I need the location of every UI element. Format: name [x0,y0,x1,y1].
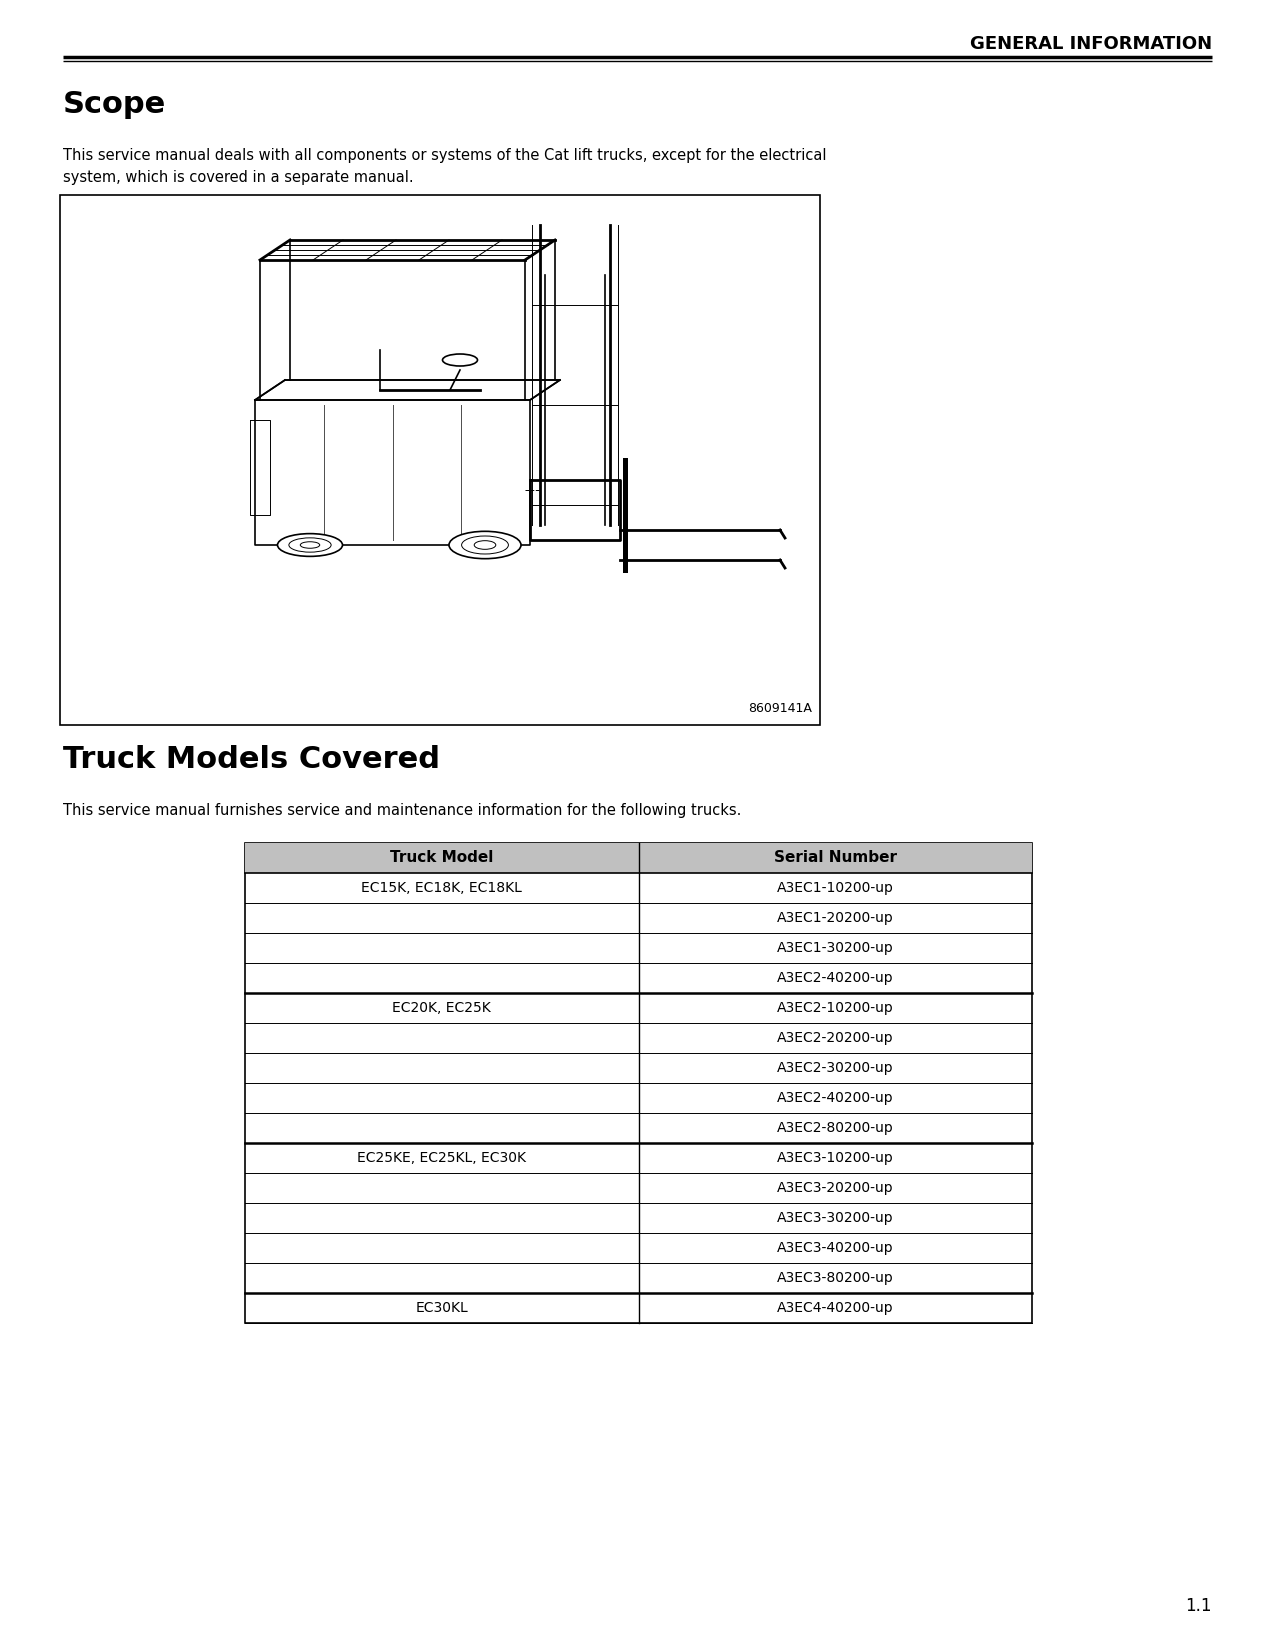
Bar [245,843,1031,1323]
Text: A3EC3-40200-up: A3EC3-40200-up [776,1241,894,1256]
Text: Scope: Scope [62,91,166,119]
Text: A3EC2-20200-up: A3EC2-20200-up [776,1031,894,1044]
Ellipse shape [462,536,509,554]
Text: A3EC3-20200-up: A3EC3-20200-up [776,1181,894,1195]
Text: A3EC2-10200-up: A3EC2-10200-up [776,1002,894,1015]
Ellipse shape [278,533,343,556]
Ellipse shape [289,538,332,553]
Text: A3EC3-80200-up: A3EC3-80200-up [776,1270,894,1285]
Text: EC20K, EC25K: EC20K, EC25K [393,1002,491,1015]
Text: A3EC2-40200-up: A3EC2-40200-up [776,1091,894,1106]
Text: A3EC2-80200-up: A3EC2-80200-up [776,1120,894,1135]
Text: 8609141A: 8609141A [748,701,812,714]
Text: A3EC2-30200-up: A3EC2-30200-up [776,1061,894,1076]
Ellipse shape [300,541,320,548]
Text: This service manual deals with all components or systems of the Cat lift trucks,: This service manual deals with all compo… [62,148,826,163]
Text: This service manual furnishes service and maintenance information for the follow: This service manual furnishes service an… [62,804,741,818]
Text: A3EC2-40200-up: A3EC2-40200-up [776,970,894,985]
Text: A3EC3-30200-up: A3EC3-30200-up [776,1211,894,1224]
Text: EC25KE, EC25KL, EC30K: EC25KE, EC25KL, EC30K [357,1152,527,1165]
Bar [60,195,820,724]
Ellipse shape [442,355,478,366]
Ellipse shape [449,531,521,559]
Text: EC15K, EC18K, EC18KL: EC15K, EC18K, EC18KL [361,881,523,894]
Text: EC30KL: EC30KL [416,1300,468,1315]
Text: Truck Model: Truck Model [390,850,493,866]
Text: A3EC1-20200-up: A3EC1-20200-up [776,911,894,926]
Text: Serial Number: Serial Number [774,850,896,866]
Ellipse shape [474,541,496,549]
Text: A3EC1-10200-up: A3EC1-10200-up [776,881,894,894]
Text: system, which is covered in a separate manual.: system, which is covered in a separate m… [62,170,413,185]
Text: A3EC3-10200-up: A3EC3-10200-up [776,1152,894,1165]
Text: 1.1: 1.1 [1186,1597,1213,1615]
Text: A3EC1-30200-up: A3EC1-30200-up [776,940,894,955]
Text: GENERAL INFORMATION: GENERAL INFORMATION [970,35,1213,53]
Text: Truck Models Covered: Truck Models Covered [62,746,440,774]
Bar [245,843,1031,873]
Text: A3EC4-40200-up: A3EC4-40200-up [776,1300,894,1315]
